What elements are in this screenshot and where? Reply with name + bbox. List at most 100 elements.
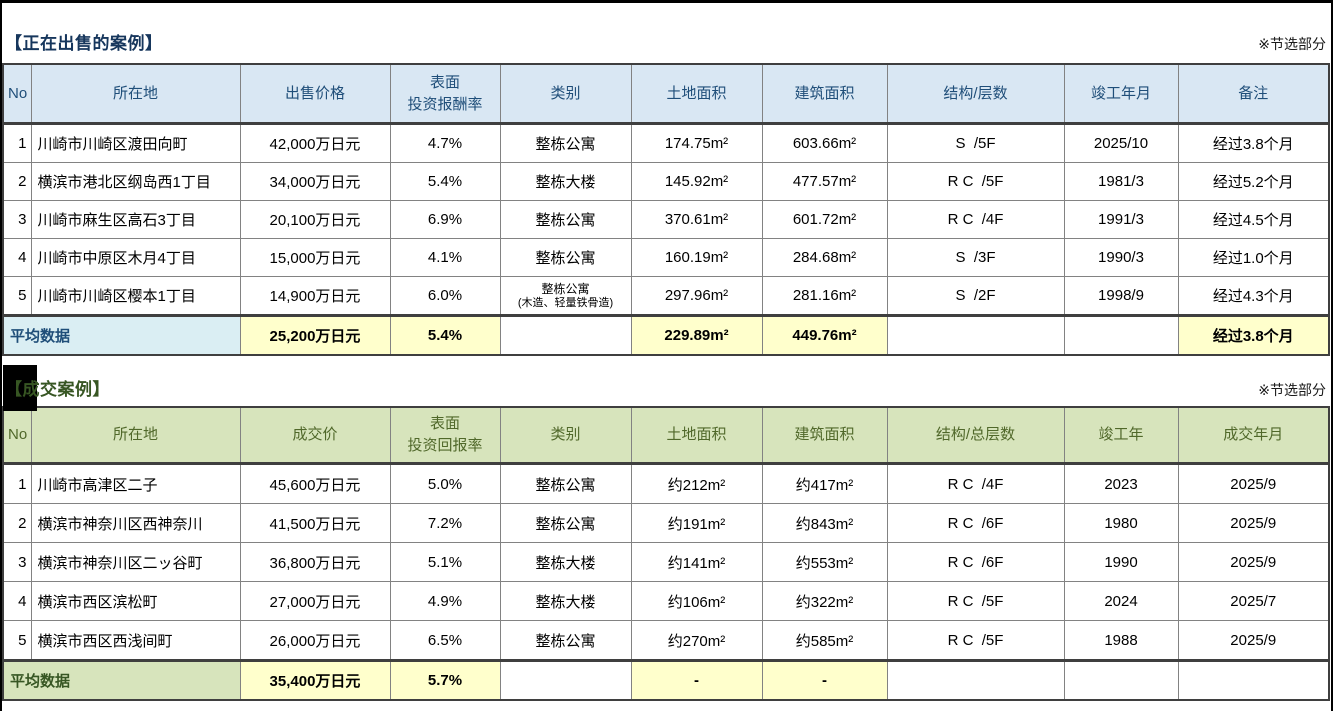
empty-cell [886, 314, 1065, 356]
cell-remark: 经过4.3个月 [1177, 276, 1330, 316]
table-row: 5 横滨市西区西浅间町 26,000万日元 6.5% 整栋公寓 约270m² 约… [2, 620, 1330, 661]
cell-yield: 4.7% [389, 123, 501, 163]
closed-deals-table: No 所在地 成交价 表面 投资回报率 类别 土地面积 建筑面积 结构/总层数 竣… [2, 406, 1330, 701]
average-yield: 5.4% [389, 314, 501, 356]
cell-structure: S /2F [886, 276, 1065, 316]
cell-remark: 经过1.0个月 [1177, 238, 1330, 277]
cell-building-area: 603.66m² [761, 123, 888, 163]
cell-land-area: 约106m² [630, 581, 763, 621]
col-header-structure: 结构/层数 [886, 63, 1065, 125]
cell-price: 34,000万日元 [239, 162, 391, 201]
col-header-yield-line2: 投资回报率 [407, 437, 483, 454]
cell-building-area: 约417m² [761, 463, 888, 504]
cell-structure: R C /5F [886, 581, 1065, 621]
table-row: 1 川崎市川崎区渡田向町 42,000万日元 4.7% 整栋公寓 174.75m… [2, 123, 1330, 163]
col-header-yield: 表面 投资报酬率 [389, 63, 501, 125]
cell-no: 2 [2, 162, 32, 201]
cell-category: 整栋大楼 [499, 542, 632, 582]
cell-location: 横滨市西区西浅间町 [30, 620, 241, 661]
cell-yield: 6.5% [389, 620, 501, 661]
col-header-land-area: 土地面积 [630, 63, 763, 125]
cell-land-area: 约191m² [630, 503, 763, 543]
redaction-box [3, 365, 37, 411]
cell-yield: 5.4% [389, 162, 501, 201]
average-label: 平均数据 [2, 659, 241, 701]
cell-category: 整栋大楼 [499, 162, 632, 201]
average-deal-price: 35,400万日元 [239, 659, 391, 701]
col-header-yield-line1: 表面 [429, 415, 460, 433]
cell-deal-price: 36,800万日元 [239, 542, 391, 582]
cell-structure: R C /6F [886, 542, 1065, 582]
table-row: 2 横滨市神奈川区西神奈川 41,500万日元 7.2% 整栋公寓 约191m²… [2, 503, 1330, 543]
cell-completion: 1991/3 [1063, 200, 1179, 239]
table-row: 5 川崎市川崎区樱本1丁目 14,900万日元 6.0% 整栋公寓 (木造、轻量铁… [2, 276, 1330, 316]
col-header-deal-price: 成交价 [239, 406, 391, 465]
cell-deal-date: 2025/7 [1177, 581, 1330, 621]
cell-land-area: 约212m² [630, 463, 763, 504]
cell-no: 2 [2, 503, 32, 543]
cell-structure: R C /4F [886, 463, 1065, 504]
average-land-area: 229.89m² [630, 314, 763, 356]
cell-category: 整栋大楼 [499, 581, 632, 621]
cell-location: 川崎市麻生区高石3丁目 [30, 200, 241, 239]
empty-cell [499, 659, 632, 701]
cell-no: 4 [2, 238, 32, 277]
cell-deal-date: 2025/9 [1177, 542, 1330, 582]
cell-yield: 7.2% [389, 503, 501, 543]
cell-completion-year: 2023 [1063, 463, 1179, 504]
cell-location: 横滨市港北区纲岛西1丁目 [30, 162, 241, 201]
cell-completion-year: 1990 [1063, 542, 1179, 582]
cell-yield: 4.1% [389, 238, 501, 277]
cell-building-area: 约585m² [761, 620, 888, 661]
col-header-completion-year: 竣工年 [1063, 406, 1179, 465]
cell-land-area: 145.92m² [630, 162, 763, 201]
cell-completion: 1981/3 [1063, 162, 1179, 201]
cell-land-area: 174.75m² [630, 123, 763, 163]
cell-remark: 经过4.5个月 [1177, 200, 1330, 239]
table1-header-row: No 所在地 出售价格 表面 投资报酬率 类别 土地面积 建筑面积 结构/层数 竣… [2, 63, 1330, 125]
table-row: 3 横滨市神奈川区二ッ谷町 36,800万日元 5.1% 整栋大楼 约141m²… [2, 542, 1330, 582]
col-header-category: 类别 [499, 406, 632, 465]
cell-completion-year: 1980 [1063, 503, 1179, 543]
cell-no: 1 [2, 463, 32, 504]
col-header-remark: 备注 [1177, 63, 1330, 125]
col-header-deal-date: 成交年月 [1177, 406, 1330, 465]
cell-deal-date: 2025/9 [1177, 620, 1330, 661]
cell-building-area: 约843m² [761, 503, 888, 543]
cell-remark: 经过3.8个月 [1177, 123, 1330, 163]
cell-structure: R C /5F [886, 620, 1065, 661]
col-header-yield: 表面 投资回报率 [389, 406, 501, 465]
cell-remark: 经过5.2个月 [1177, 162, 1330, 201]
cell-no: 1 [2, 123, 32, 163]
cell-completion: 1998/9 [1063, 276, 1179, 316]
table1-title: 【正在出售的案例】 [5, 34, 163, 53]
cell-no: 5 [2, 276, 32, 316]
cell-land-area: 约141m² [630, 542, 763, 582]
cell-location: 川崎市高津区二子 [30, 463, 241, 504]
cell-no: 3 [2, 200, 32, 239]
col-header-no: No [2, 63, 32, 125]
cell-category: 整栋公寓 [499, 463, 632, 504]
cell-land-area: 约270m² [630, 620, 763, 661]
cell-category: 整栋公寓 [499, 238, 632, 277]
cell-category: 整栋公寓 [499, 200, 632, 239]
cell-building-area: 284.68m² [761, 238, 888, 277]
cell-category: 整栋公寓 [499, 123, 632, 163]
table-row: 3 川崎市麻生区高石3丁目 20,100万日元 6.9% 整栋公寓 370.61… [2, 200, 1330, 239]
cell-location: 川崎市川崎区樱本1丁目 [30, 276, 241, 316]
cell-yield: 4.9% [389, 581, 501, 621]
cell-yield: 6.9% [389, 200, 501, 239]
average-remark: 经过3.8个月 [1177, 314, 1330, 356]
cell-no: 3 [2, 542, 32, 582]
cell-completion-year: 2024 [1063, 581, 1179, 621]
table2-average-row: 平均数据 35,400万日元 5.7% - - [2, 659, 1330, 701]
cell-completion: 1990/3 [1063, 238, 1179, 277]
table-row: 4 川崎市中原区木月4丁目 15,000万日元 4.1% 整栋公寓 160.19… [2, 238, 1330, 277]
cell-deal-price: 27,000万日元 [239, 581, 391, 621]
average-building-area: 449.76m² [761, 314, 888, 356]
cell-deal-price: 26,000万日元 [239, 620, 391, 661]
cell-completion-year: 1988 [1063, 620, 1179, 661]
cell-location: 横滨市神奈川区西神奈川 [30, 503, 241, 543]
col-header-category: 类别 [499, 63, 632, 125]
cell-building-area: 约322m² [761, 581, 888, 621]
